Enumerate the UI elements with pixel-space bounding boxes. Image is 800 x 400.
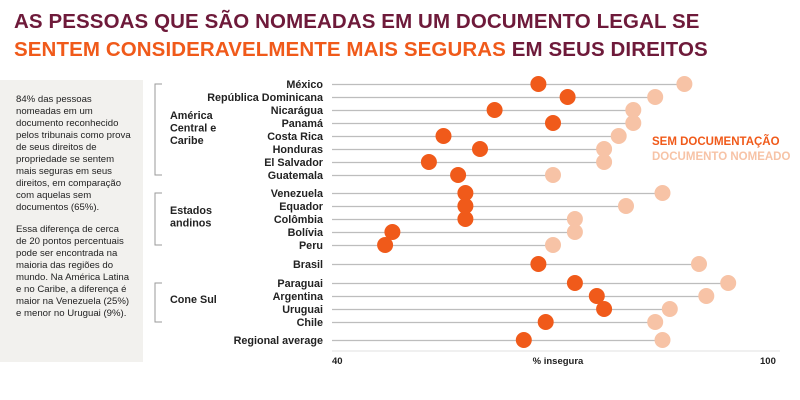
country-label: Argentina	[273, 291, 324, 303]
undocumented-point	[537, 314, 554, 330]
country-label: Panamá	[282, 118, 324, 130]
documented-point	[610, 128, 627, 144]
title-rest: EM SEUS DIREITOS	[505, 38, 708, 61]
title-highlight: SENTEM CONSIDERAVELMENTE MAIS SEGURAS	[14, 38, 506, 61]
country-label: Equador	[279, 201, 324, 213]
group-label: Central e	[170, 123, 216, 135]
documented-point	[618, 198, 634, 214]
legend-documented: DOCUMENTO NOMEADO	[652, 151, 791, 163]
country-label: Honduras	[273, 144, 323, 156]
undocumented-point	[596, 301, 613, 317]
country-label: República Dominicana	[207, 92, 324, 104]
undocumented-point	[545, 115, 561, 131]
country-label: Guatemala	[268, 170, 324, 182]
documented-point	[545, 167, 561, 183]
country-label: Venezuela	[271, 188, 324, 200]
documented-point	[566, 224, 583, 240]
documented-point	[625, 102, 642, 118]
country-label: Paraguai	[277, 278, 323, 290]
documented-point	[566, 211, 583, 227]
undocumented-point	[566, 275, 583, 291]
undocumented-point	[472, 141, 488, 157]
sidebar-paragraph-2: Essa diferença de cerca de 20 pontos per…	[16, 224, 130, 319]
documented-point	[676, 76, 693, 92]
x-tick-label: 40	[332, 356, 343, 367]
undocumented-point	[450, 167, 467, 183]
title-line-2: SENTEM CONSIDERAVELMENTE MAIS SEGURAS EM…	[14, 36, 794, 64]
documented-point	[596, 141, 613, 157]
undocumented-point	[435, 128, 452, 144]
undocumented-point	[457, 185, 474, 201]
group-label: América	[170, 110, 214, 122]
legend-undocumented: SEM DOCUMENTAÇÃO	[652, 136, 780, 148]
x-axis-label: % insegura	[533, 356, 584, 367]
undocumented-point	[515, 332, 532, 348]
undocumented-point	[457, 198, 474, 214]
title-line-1: AS PESSOAS QUE SÃO NOMEADAS EM UM DOCUME…	[14, 10, 700, 33]
country-label: El Salvador	[264, 157, 324, 169]
sidebar-paragraph-1: 84% das pessoas nomeadas em um documento…	[16, 94, 131, 213]
documented-point	[647, 89, 664, 105]
documented-point	[625, 115, 642, 131]
undocumented-point	[384, 224, 401, 240]
undocumented-point	[420, 154, 437, 170]
group-label: Estados	[170, 205, 212, 217]
group-label: Cone Sul	[170, 294, 217, 306]
group-bracket	[154, 83, 162, 176]
group-label: Caribe	[170, 135, 204, 147]
undocumented-point	[588, 288, 605, 304]
documented-point	[720, 275, 737, 291]
documented-point	[654, 332, 671, 348]
documented-point	[545, 237, 561, 253]
sidebar-panel: 84% das pessoas nomeadas em um documento…	[0, 80, 143, 362]
documented-point	[661, 301, 678, 317]
country-label: Peru	[299, 240, 323, 252]
country-label: Chile	[297, 317, 323, 329]
chart-title: AS PESSOAS QUE SÃO NOMEADAS EM UM DOCUME…	[14, 8, 794, 64]
country-label: Uruguai	[282, 304, 323, 316]
documented-point	[596, 154, 613, 170]
undocumented-point	[530, 256, 547, 272]
group-bracket	[154, 192, 162, 246]
country-label: Nicarágua	[271, 105, 324, 117]
country-label: Brasil	[293, 259, 323, 271]
country-label: Costa Rica	[267, 131, 324, 143]
documented-point	[647, 314, 664, 330]
group-bracket	[154, 282, 162, 323]
documented-point	[691, 256, 707, 272]
country-label: Regional average	[234, 335, 323, 347]
undocumented-point	[486, 102, 503, 118]
documented-point	[654, 185, 671, 201]
undocumented-point	[457, 211, 474, 227]
country-label: Colômbia	[274, 214, 324, 226]
country-label: México	[286, 79, 323, 91]
x-tick-label: 100	[760, 356, 776, 367]
undocumented-point	[530, 76, 547, 92]
documented-point	[698, 288, 715, 304]
undocumented-point	[559, 89, 576, 105]
undocumented-point	[377, 237, 394, 253]
country-label: Bolívia	[288, 227, 324, 239]
group-label: andinos	[170, 218, 211, 230]
